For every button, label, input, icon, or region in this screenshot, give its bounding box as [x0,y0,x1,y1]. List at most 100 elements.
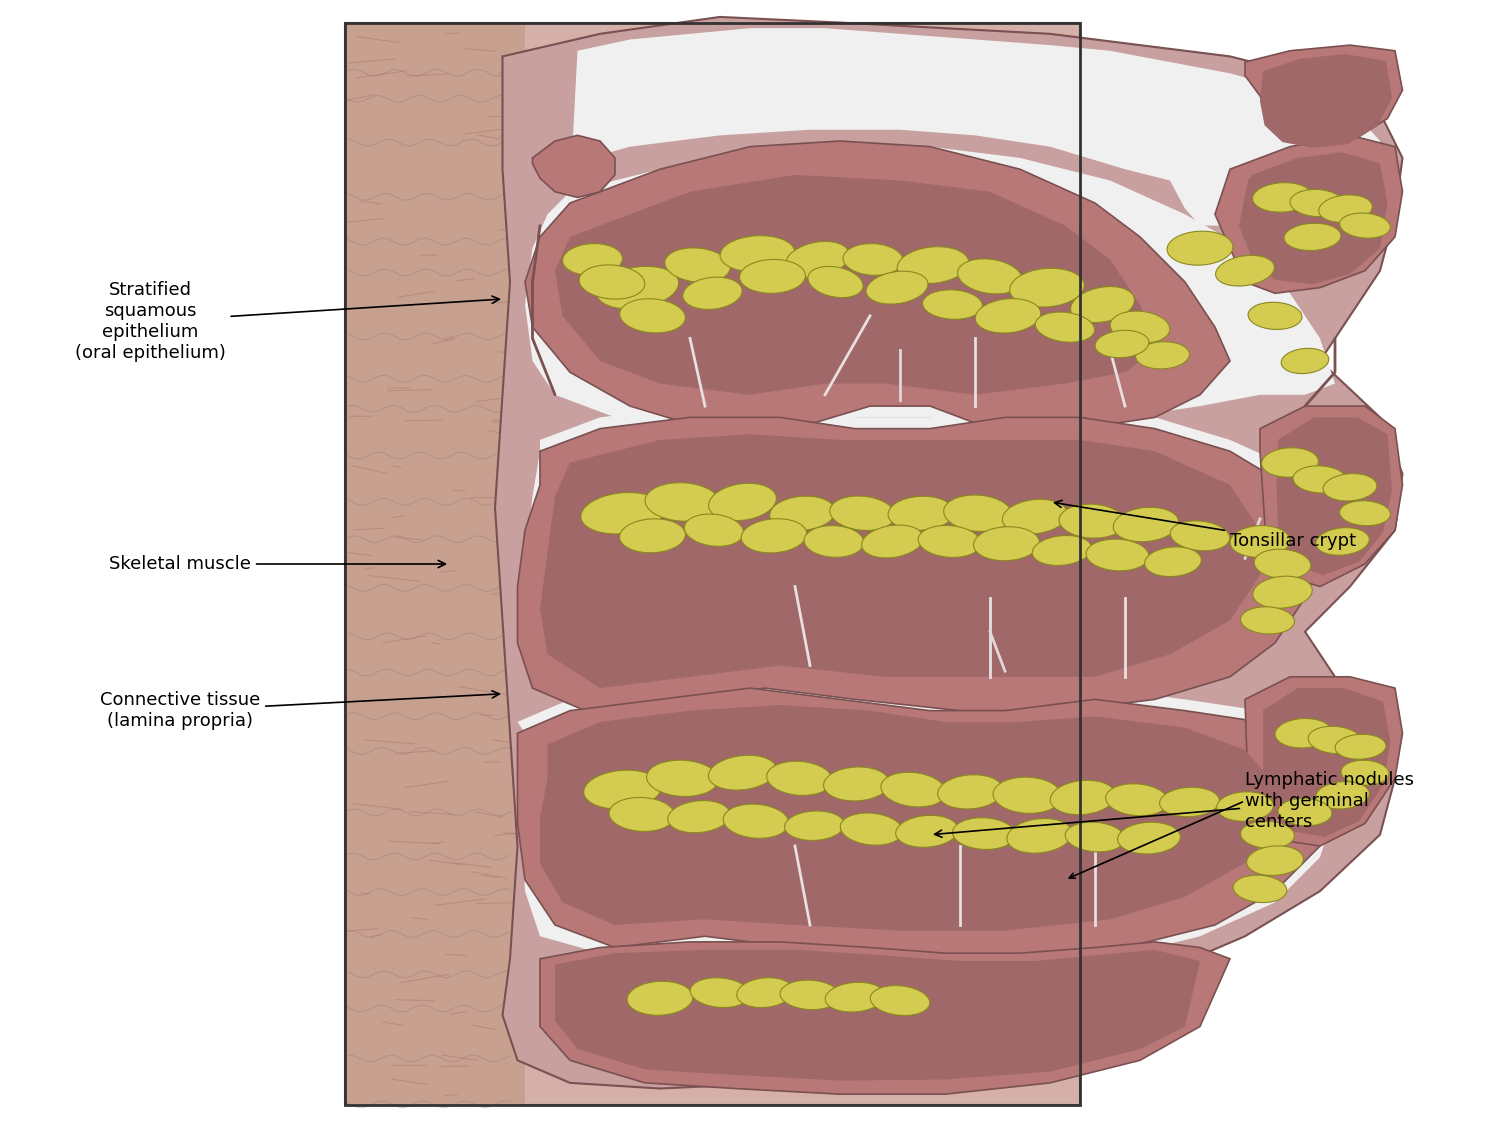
Ellipse shape [1233,875,1287,902]
Polygon shape [1276,417,1392,575]
Ellipse shape [1254,549,1311,579]
Polygon shape [1260,406,1402,587]
Ellipse shape [786,241,849,277]
Polygon shape [345,23,1080,1105]
Ellipse shape [975,299,1041,333]
Ellipse shape [770,496,836,530]
Ellipse shape [1136,342,1190,369]
Ellipse shape [1144,547,1202,576]
Ellipse shape [668,801,730,832]
Ellipse shape [938,775,1004,809]
Ellipse shape [1340,213,1390,238]
Polygon shape [540,705,1275,931]
Polygon shape [518,417,1320,711]
Ellipse shape [1095,331,1149,358]
Ellipse shape [804,526,864,557]
Ellipse shape [1341,760,1389,785]
Ellipse shape [1110,311,1170,343]
Text: Connective tissue
(lamina propria): Connective tissue (lamina propria) [100,690,500,730]
Ellipse shape [645,483,720,521]
Ellipse shape [1118,822,1180,854]
Polygon shape [1263,688,1390,837]
Ellipse shape [646,760,718,796]
Polygon shape [522,406,1320,699]
Ellipse shape [825,982,885,1012]
Polygon shape [495,17,1402,1089]
Polygon shape [1239,152,1388,284]
Ellipse shape [870,986,930,1015]
Polygon shape [555,175,1155,395]
Ellipse shape [1230,526,1290,557]
Ellipse shape [723,804,789,838]
Ellipse shape [580,493,664,534]
Ellipse shape [1318,195,1372,222]
Ellipse shape [1086,539,1149,571]
Ellipse shape [1059,504,1125,538]
Ellipse shape [918,526,981,557]
Ellipse shape [808,266,862,298]
Ellipse shape [1281,349,1329,373]
Ellipse shape [1050,781,1116,814]
Polygon shape [525,141,1230,429]
Ellipse shape [1065,822,1125,852]
Ellipse shape [952,818,1016,849]
Ellipse shape [736,978,794,1007]
Polygon shape [532,135,615,197]
Ellipse shape [1215,255,1275,287]
Ellipse shape [708,483,777,521]
Polygon shape [518,677,1335,970]
Polygon shape [1245,677,1403,846]
Polygon shape [1245,45,1403,143]
Ellipse shape [1035,312,1095,342]
Ellipse shape [865,271,928,305]
Ellipse shape [1308,726,1362,754]
Ellipse shape [843,244,903,275]
Ellipse shape [627,981,693,1015]
Ellipse shape [1284,223,1341,250]
Ellipse shape [1293,466,1347,493]
Ellipse shape [957,258,1023,294]
Ellipse shape [741,519,807,553]
Ellipse shape [896,816,958,847]
Ellipse shape [1323,474,1377,501]
Ellipse shape [880,773,946,807]
Ellipse shape [922,290,982,319]
Ellipse shape [1160,787,1220,817]
Ellipse shape [1252,183,1312,212]
Ellipse shape [682,277,742,309]
Ellipse shape [944,495,1012,531]
Ellipse shape [1002,500,1068,534]
Ellipse shape [684,514,744,546]
Ellipse shape [974,527,1040,561]
Ellipse shape [1007,819,1072,853]
Text: Lymphatic nodules
with germinal
centers: Lymphatic nodules with germinal centers [934,772,1414,837]
Ellipse shape [1340,501,1390,526]
Polygon shape [1260,54,1392,148]
Ellipse shape [562,244,622,275]
Ellipse shape [708,756,777,790]
Ellipse shape [1316,782,1370,809]
Ellipse shape [1248,302,1302,329]
Ellipse shape [720,236,795,272]
Polygon shape [345,23,525,1105]
Polygon shape [540,434,1260,688]
Ellipse shape [1335,734,1386,759]
Ellipse shape [579,265,645,299]
Ellipse shape [620,299,686,333]
Ellipse shape [888,496,954,530]
Ellipse shape [840,813,903,845]
Ellipse shape [597,266,678,309]
Ellipse shape [664,248,730,282]
Ellipse shape [609,797,675,831]
Ellipse shape [1170,521,1230,550]
Ellipse shape [1252,576,1312,608]
Polygon shape [1215,135,1402,293]
Ellipse shape [1262,448,1318,477]
Polygon shape [518,688,1335,959]
Ellipse shape [620,519,686,553]
Polygon shape [540,942,1230,1094]
Ellipse shape [1216,792,1274,821]
Ellipse shape [897,247,969,283]
Text: Skeletal muscle: Skeletal muscle [110,555,445,573]
Ellipse shape [1010,268,1084,307]
